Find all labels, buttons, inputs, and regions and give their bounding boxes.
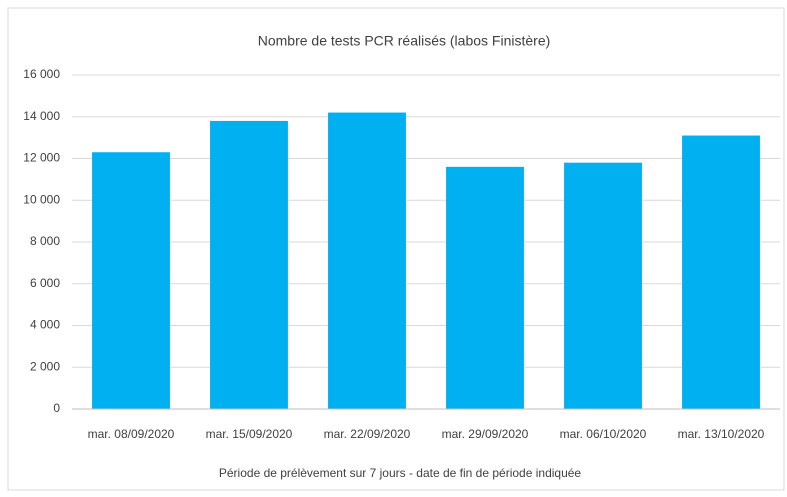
y-tick-label: 10 000 [23, 192, 60, 206]
bar [328, 112, 406, 409]
bar [682, 135, 760, 409]
y-tick-label: 14 000 [23, 109, 60, 123]
y-tick-label: 16 000 [23, 67, 60, 81]
x-tick-label: mar. 29/09/2020 [442, 427, 529, 441]
bar [210, 120, 288, 410]
y-tick-label: 12 000 [23, 151, 60, 165]
chart-title: Nombre de tests PCR réalisés (labos Fini… [258, 33, 551, 49]
y-tick-label: 0 [53, 401, 60, 415]
x-tick-label: mar. 08/09/2020 [88, 427, 175, 441]
bar [92, 152, 170, 410]
x-tick-label: mar. 22/09/2020 [324, 427, 411, 441]
y-tick-label: 4 000 [30, 318, 60, 332]
x-axis-title: Période de prélèvement sur 7 jours - dat… [219, 466, 582, 480]
x-tick-label: mar. 06/10/2020 [560, 427, 647, 441]
y-tick-label: 8 000 [30, 234, 60, 248]
bar [446, 166, 524, 409]
x-tick-label: mar. 13/10/2020 [678, 427, 765, 441]
y-tick-label: 6 000 [30, 276, 60, 290]
y-tick-label: 2 000 [30, 359, 60, 373]
x-tick-label: mar. 15/09/2020 [206, 427, 293, 441]
bar [564, 162, 642, 409]
